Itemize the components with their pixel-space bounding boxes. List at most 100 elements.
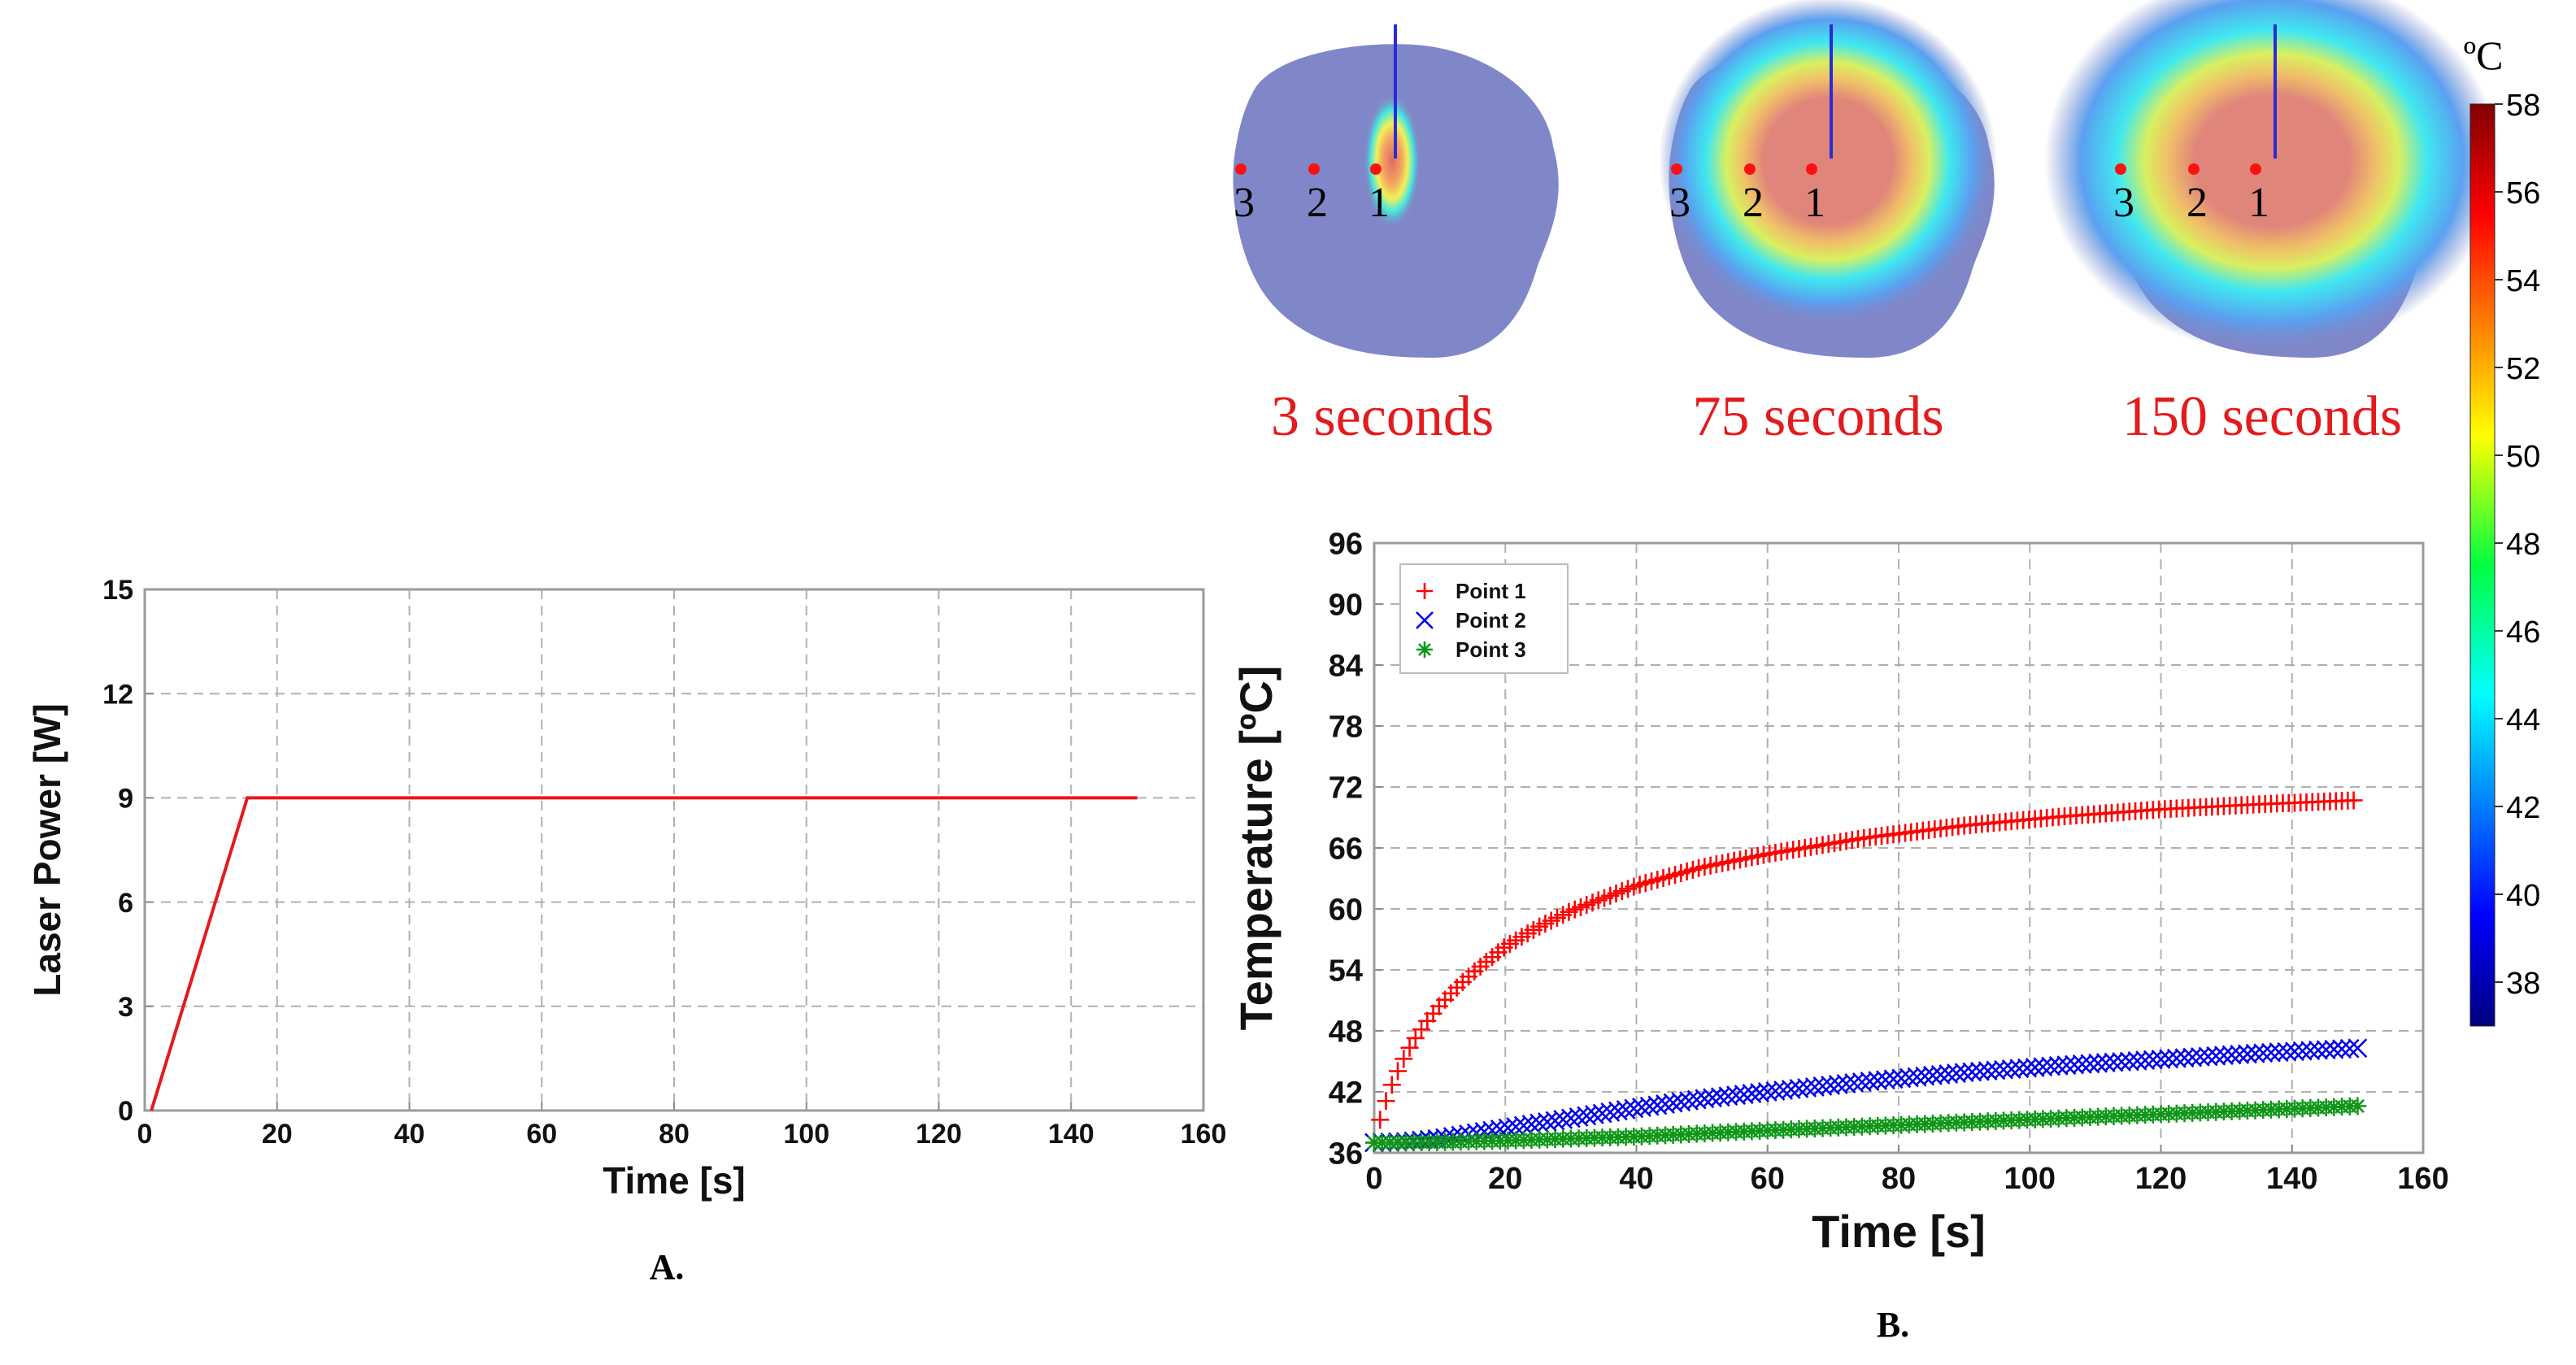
point2-marker bbox=[1577, 1106, 1597, 1126]
point1-marker bbox=[1377, 1092, 1395, 1111]
point2-marker bbox=[1836, 1074, 1856, 1093]
x-tick-label: 60 bbox=[1751, 1162, 1785, 1196]
legend-box bbox=[1399, 563, 1569, 674]
point2-marker bbox=[1416, 611, 1434, 629]
y-tick-label: 3 bbox=[118, 992, 133, 1023]
laser-power-line bbox=[150, 796, 1138, 1111]
point2-marker bbox=[2285, 1041, 2304, 1062]
point2-marker bbox=[2151, 1050, 2171, 1069]
point2-marker bbox=[1647, 1095, 1668, 1115]
point2-marker bbox=[1978, 1061, 1998, 1081]
point2-marker bbox=[1852, 1072, 1872, 1092]
point2-marker bbox=[1994, 1059, 2013, 1080]
point2-marker bbox=[2206, 1045, 2226, 1066]
x-tick-label: 160 bbox=[1181, 1119, 1227, 1150]
point2-marker bbox=[1616, 1100, 1636, 1119]
y-tick-label: 48 bbox=[1329, 1015, 1363, 1050]
point2-marker bbox=[1608, 1101, 1628, 1121]
x-tick-label: 20 bbox=[262, 1119, 293, 1150]
point2-marker bbox=[2198, 1046, 2218, 1067]
series-point-1 bbox=[1365, 791, 2363, 1152]
colorbar-tick-label: 54 bbox=[2506, 264, 2540, 298]
point2-marker bbox=[2324, 1039, 2344, 1059]
x-tick-label: 120 bbox=[2135, 1162, 2187, 1196]
probe-point-label: 2 bbox=[1307, 180, 1328, 226]
x-tick-label: 60 bbox=[526, 1119, 557, 1150]
y-tick-label: 9 bbox=[118, 784, 133, 815]
x-tick-label: 160 bbox=[2397, 1162, 2448, 1196]
x-tick-label: 80 bbox=[659, 1119, 690, 1150]
heat-region bbox=[2044, 0, 2500, 354]
point2-marker bbox=[2221, 1045, 2242, 1065]
point2-marker bbox=[2095, 1053, 2116, 1073]
colorbar-tick-label: 40 bbox=[2506, 879, 2540, 913]
point2-marker bbox=[1899, 1067, 1919, 1088]
panel-label-b: B. bbox=[1877, 1305, 1909, 1345]
y-axis-label: Laser Power [W] bbox=[26, 703, 68, 996]
probe-point-marker bbox=[1671, 163, 1682, 175]
y-tick-label: 0 bbox=[118, 1096, 133, 1127]
point2-marker bbox=[1545, 1111, 1565, 1131]
point2-marker bbox=[1663, 1093, 1683, 1113]
point2-marker bbox=[2017, 1058, 2037, 1078]
laser-power-chart: 0 20 40 60 80 100 120 140 160 0 3 6 9 12 15 Time [s] Las… bbox=[26, 575, 1226, 1202]
point2-marker bbox=[1600, 1102, 1621, 1122]
x-tick-label: 100 bbox=[783, 1119, 829, 1150]
point2-marker bbox=[2245, 1043, 2265, 1063]
point1-marker bbox=[2344, 791, 2363, 810]
colorbar-unit: ºC bbox=[2464, 33, 2504, 78]
point2-marker bbox=[1923, 1065, 1943, 1085]
point1-marker bbox=[1371, 1111, 1390, 1129]
point2-marker bbox=[1844, 1073, 1865, 1093]
point2-marker bbox=[1804, 1077, 1825, 1097]
y-tick-label: 15 bbox=[102, 575, 133, 606]
point2-marker bbox=[2253, 1043, 2274, 1063]
point2-marker bbox=[1734, 1085, 1754, 1105]
colorbar-tick-label: 46 bbox=[2506, 615, 2540, 650]
point2-marker bbox=[1656, 1094, 1675, 1114]
point2-marker bbox=[2348, 1038, 2368, 1059]
point2-marker bbox=[2292, 1041, 2313, 1061]
legend: Point 1 Point 2 Point 3 bbox=[1399, 563, 1569, 674]
point2-marker bbox=[1947, 1063, 1966, 1084]
point2-marker bbox=[1632, 1098, 1651, 1118]
point2-marker bbox=[1765, 1081, 1786, 1101]
point2-marker bbox=[2056, 1055, 2077, 1076]
point2-marker bbox=[1781, 1080, 1801, 1099]
point2-marker bbox=[2033, 1057, 2053, 1077]
point2-marker bbox=[1930, 1065, 1951, 1085]
point2-marker bbox=[1592, 1103, 1612, 1124]
colorbar-tick-label: 58 bbox=[2506, 89, 2540, 123]
point2-marker bbox=[2300, 1041, 2321, 1061]
probe-point-marker bbox=[1308, 163, 1320, 175]
point1-marker bbox=[1395, 1050, 1413, 1068]
point2-marker bbox=[2159, 1049, 2179, 1069]
point2-marker bbox=[2339, 1038, 2360, 1059]
heat-region bbox=[1363, 93, 1421, 229]
point2-marker bbox=[1624, 1098, 1644, 1119]
point2-marker bbox=[1757, 1082, 1778, 1102]
heatmap-frame: 12 3 3 seconds bbox=[1233, 24, 1559, 448]
point2-marker bbox=[1789, 1079, 1809, 1098]
point2-marker bbox=[2316, 1040, 2336, 1060]
point2-marker bbox=[2065, 1054, 2084, 1075]
point2-marker bbox=[1569, 1107, 1589, 1127]
colorbar-tick-label: 42 bbox=[2506, 791, 2540, 825]
time-label: 75 seconds bbox=[1692, 385, 1943, 448]
y-tick-label: 84 bbox=[1329, 650, 1363, 684]
point2-marker bbox=[1883, 1069, 1904, 1089]
y-tick-label: 90 bbox=[1329, 589, 1363, 623]
point2-marker bbox=[2088, 1053, 2108, 1073]
y-tick-label: 42 bbox=[1329, 1076, 1363, 1111]
point2-marker bbox=[2269, 1042, 2289, 1063]
y-tick-label: 96 bbox=[1329, 528, 1363, 562]
probe-point-marker bbox=[1370, 163, 1382, 175]
legend-entry: Point 2 bbox=[1456, 608, 1526, 633]
x-tick-label: 140 bbox=[1048, 1119, 1094, 1150]
point2-marker bbox=[1797, 1078, 1817, 1098]
time-label: 150 seconds bbox=[2122, 385, 2402, 448]
plot-frame bbox=[1373, 541, 2425, 1154]
